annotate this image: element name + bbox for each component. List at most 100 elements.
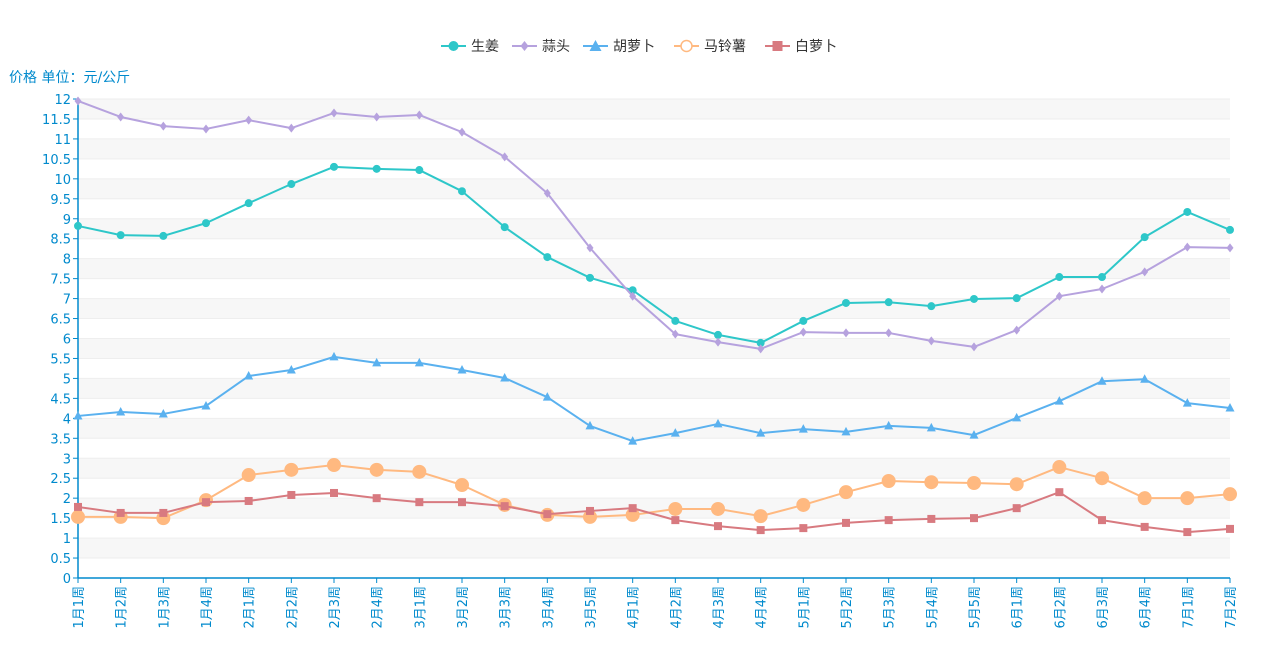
data-point [412, 464, 427, 479]
data-point [202, 124, 210, 134]
data-point [798, 424, 808, 433]
x-tick-label: 5月2周 [840, 586, 855, 629]
data-point [245, 115, 253, 125]
data-point [924, 475, 939, 490]
legend-label: 马铃薯 [704, 39, 746, 55]
data-point [842, 328, 850, 338]
y-tick-label: 6 [63, 333, 71, 348]
data-point [1012, 504, 1021, 513]
data-point [756, 338, 765, 347]
data-point [1226, 524, 1234, 533]
y-tick-label: 1 [63, 532, 71, 547]
data-point [1055, 273, 1064, 282]
series-line [77, 491, 1231, 534]
data-point [372, 494, 381, 503]
series-3 [73, 351, 1235, 445]
data-point [457, 365, 467, 374]
x-tick-label: 6月2周 [1053, 586, 1068, 629]
data-point [753, 509, 768, 524]
data-point [1225, 402, 1235, 412]
data-point [970, 342, 978, 352]
legend-label: 生姜 [471, 39, 499, 55]
data-point [1009, 477, 1024, 492]
data-point [1183, 207, 1192, 216]
data-point [500, 223, 509, 232]
data-point [414, 357, 424, 367]
data-point [1055, 291, 1063, 301]
x-tick-label: 1月2周 [115, 586, 130, 629]
x-tick-label: 5月1周 [797, 586, 812, 629]
y-tick-label: 11 [54, 133, 71, 148]
legend-item-4[interactable]: 马铃薯 [674, 39, 746, 55]
x-tick-label: 2月4周 [371, 586, 386, 629]
y-tick-label: 2 [63, 492, 71, 507]
y-tick-label: 0 [63, 572, 71, 587]
data-point [287, 180, 296, 189]
data-point [1226, 225, 1234, 234]
data-point [671, 329, 679, 339]
data-point [1054, 396, 1064, 405]
data-point [372, 357, 382, 367]
legend-circle-icon [448, 41, 459, 51]
data-point [74, 502, 82, 511]
data-point [286, 365, 296, 374]
series-line [77, 165, 1231, 344]
data-point [927, 514, 936, 523]
y-tick-label: 5 [63, 372, 71, 387]
legend[interactable]: 生姜 蒜头 胡萝卜 马铃薯 白萝卜 [441, 39, 837, 55]
data-point [881, 474, 896, 489]
data-point [244, 199, 253, 208]
data-point [201, 400, 211, 410]
legend-item-5[interactable]: 白萝卜 [765, 39, 837, 55]
data-point [543, 253, 552, 262]
legend-item-1[interactable]: 生姜 [441, 39, 499, 55]
data-point [330, 162, 338, 171]
data-point [885, 328, 893, 338]
x-tick-label: 5月5周 [968, 586, 983, 629]
data-point [714, 522, 722, 531]
data-point [967, 475, 981, 490]
data-point [415, 166, 424, 175]
data-point [671, 516, 680, 525]
data-point [1182, 398, 1192, 407]
grid-band [78, 338, 1230, 359]
data-point [1137, 491, 1152, 506]
data-point [287, 490, 296, 499]
data-point [756, 526, 765, 535]
data-point [586, 243, 594, 253]
data-point [501, 152, 509, 162]
data-point [116, 406, 126, 416]
data-point [839, 485, 853, 500]
y-tick-label: 3.5 [50, 432, 71, 447]
data-point [116, 508, 125, 517]
grid-band [78, 418, 1230, 439]
data-point [969, 430, 979, 439]
x-tick-label: 1月4周 [200, 586, 215, 629]
legend-item-2[interactable]: 蒜头 [512, 39, 570, 55]
x-tick-label: 5月4周 [925, 586, 940, 629]
y-tick-label: 5.5 [50, 352, 71, 367]
data-point [586, 273, 594, 282]
x-tick-label: 6月3周 [1096, 586, 1111, 629]
x-tick-label: 1月1周 [72, 586, 87, 629]
data-point [369, 462, 384, 477]
data-point [543, 188, 551, 198]
data-point [1226, 243, 1234, 253]
y-axis-label: 价格 单位：元/公斤 [9, 70, 130, 86]
data-point [927, 336, 935, 346]
data-point [71, 509, 85, 524]
grid-band [78, 178, 1230, 199]
x-tick-label: 4月1周 [627, 586, 642, 629]
x-tick-label: 7月2周 [1224, 586, 1239, 629]
series-5 [74, 488, 1234, 537]
data-point [1052, 460, 1067, 475]
data-point [799, 524, 808, 533]
data-point [713, 418, 723, 428]
data-point [1183, 242, 1191, 252]
y-tick-label: 11.5 [42, 113, 71, 128]
x-tick-label: 6月4周 [1139, 586, 1154, 629]
y-tick-label: 9.5 [50, 193, 71, 208]
legend-item-3[interactable]: 胡萝卜 [583, 39, 655, 55]
data-point [159, 508, 168, 517]
